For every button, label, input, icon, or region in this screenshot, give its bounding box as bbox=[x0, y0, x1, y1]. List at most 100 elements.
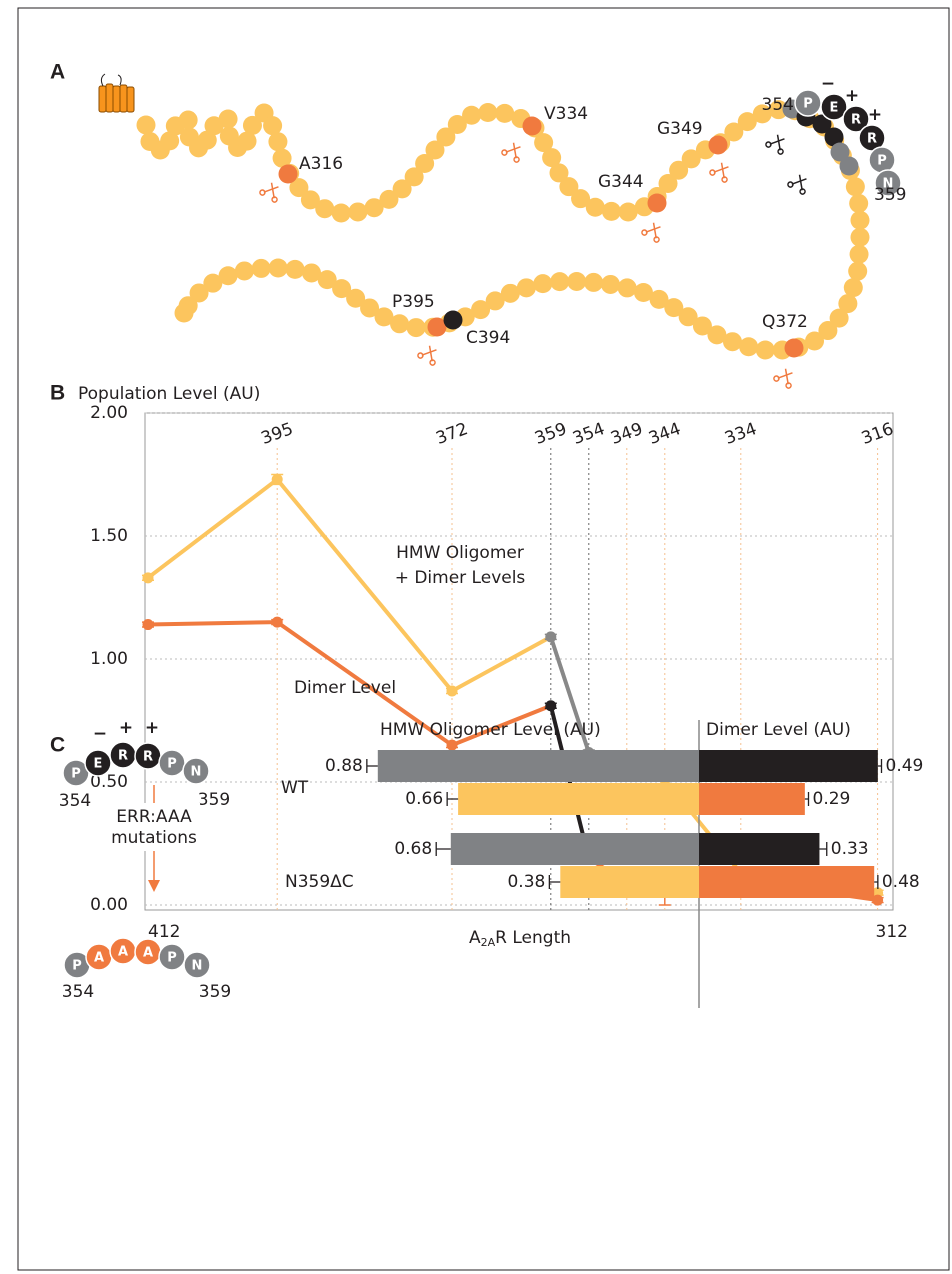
line-segment bbox=[275, 620, 454, 748]
bead bbox=[160, 131, 180, 151]
line-segment bbox=[450, 703, 553, 748]
scissors-icon bbox=[641, 222, 661, 243]
site-label: Q372 bbox=[762, 312, 808, 332]
bar bbox=[450, 833, 699, 865]
reference-label: 334 bbox=[722, 419, 759, 449]
x-tick-label: 412 bbox=[148, 922, 180, 942]
scissors-icon bbox=[417, 345, 437, 366]
error-bar bbox=[819, 842, 828, 856]
reference-label: 395 bbox=[259, 419, 296, 449]
reference-label: 354 bbox=[570, 419, 607, 449]
residue-number: 359 bbox=[199, 982, 231, 1002]
residue-number: 354 bbox=[62, 982, 94, 1002]
bead bbox=[237, 131, 257, 151]
value-label: 0.38 bbox=[507, 872, 545, 892]
bead bbox=[649, 289, 669, 309]
scissors-handle bbox=[259, 189, 266, 196]
bead bbox=[707, 325, 727, 345]
bead bbox=[533, 274, 553, 294]
bead bbox=[805, 331, 825, 351]
residue-label: P bbox=[167, 757, 177, 772]
bead bbox=[251, 258, 271, 278]
value-label: 0.49 bbox=[886, 756, 924, 776]
reference-label: 349 bbox=[608, 419, 645, 449]
scissors-handle bbox=[513, 156, 520, 163]
charge-label: − bbox=[821, 74, 835, 94]
bar bbox=[458, 783, 699, 815]
scissors-handle bbox=[709, 169, 716, 176]
bead bbox=[633, 283, 653, 303]
mutation-label: ERR:AAA bbox=[116, 807, 192, 827]
reference-label: 344 bbox=[646, 419, 683, 449]
bead bbox=[268, 132, 288, 152]
residue-label: R bbox=[118, 749, 128, 764]
bead bbox=[658, 173, 678, 193]
bead bbox=[331, 203, 351, 223]
bead bbox=[848, 261, 868, 281]
bead bbox=[204, 116, 224, 136]
scissors-blade bbox=[713, 166, 729, 173]
bead bbox=[447, 115, 467, 135]
bead bbox=[462, 105, 482, 125]
site-label: G349 bbox=[657, 119, 703, 139]
value-label: 0.29 bbox=[813, 789, 851, 809]
bead bbox=[425, 140, 445, 160]
bar bbox=[699, 866, 875, 898]
line-segment bbox=[146, 620, 280, 627]
y-axis-title: Population Level (AU) bbox=[78, 384, 260, 404]
scissors-handle bbox=[429, 359, 436, 366]
site-label: V334 bbox=[544, 104, 588, 124]
bead bbox=[242, 115, 262, 135]
error-bar bbox=[804, 792, 810, 806]
bead bbox=[838, 294, 858, 314]
residue-bead bbox=[820, 93, 848, 121]
bead bbox=[601, 201, 621, 221]
residue-label: R bbox=[851, 113, 861, 128]
residue-number: 359 bbox=[198, 790, 230, 810]
data-point bbox=[142, 619, 154, 631]
scissors-handle bbox=[501, 149, 508, 156]
scissors-blade bbox=[720, 162, 725, 179]
data-point bbox=[545, 631, 557, 643]
scissors-handle bbox=[641, 229, 648, 236]
bar bbox=[699, 833, 820, 865]
residue-label: A bbox=[143, 946, 153, 961]
line-segment bbox=[275, 477, 454, 693]
bead bbox=[415, 153, 435, 173]
bead bbox=[289, 178, 309, 198]
scissors-handle bbox=[653, 236, 660, 243]
x-axis-title: A2AR Length bbox=[469, 928, 571, 949]
bar bbox=[560, 866, 699, 898]
bead bbox=[516, 278, 536, 298]
bead bbox=[436, 127, 456, 147]
bead bbox=[722, 332, 742, 352]
bead bbox=[374, 307, 394, 327]
charge-label: + bbox=[119, 718, 133, 738]
site-bead bbox=[708, 135, 728, 155]
error-bar bbox=[874, 875, 879, 889]
site-label: A316 bbox=[299, 154, 343, 174]
data-point bbox=[271, 616, 283, 628]
error-bar bbox=[548, 875, 561, 889]
scissors-blade bbox=[421, 349, 437, 356]
residue-label: A bbox=[118, 945, 128, 960]
bead bbox=[263, 116, 283, 136]
right-axis-title: Dimer Level (AU) bbox=[706, 720, 851, 740]
series-label: + Dimer Levels bbox=[395, 568, 526, 588]
scissors-icon bbox=[259, 182, 279, 203]
value-label: 0.66 bbox=[405, 789, 443, 809]
error-bar bbox=[446, 792, 459, 806]
bead bbox=[559, 177, 579, 197]
scissors-handle bbox=[271, 196, 278, 203]
residue-bead bbox=[84, 749, 112, 777]
residue-bead bbox=[842, 105, 870, 133]
bead bbox=[849, 193, 869, 213]
bead bbox=[346, 288, 366, 308]
bead bbox=[189, 283, 209, 303]
residue-label: P bbox=[71, 767, 81, 782]
bead bbox=[534, 133, 554, 153]
bead bbox=[839, 156, 859, 176]
y-tick-label: 0.00 bbox=[90, 895, 128, 915]
residue-label: A bbox=[94, 951, 104, 966]
